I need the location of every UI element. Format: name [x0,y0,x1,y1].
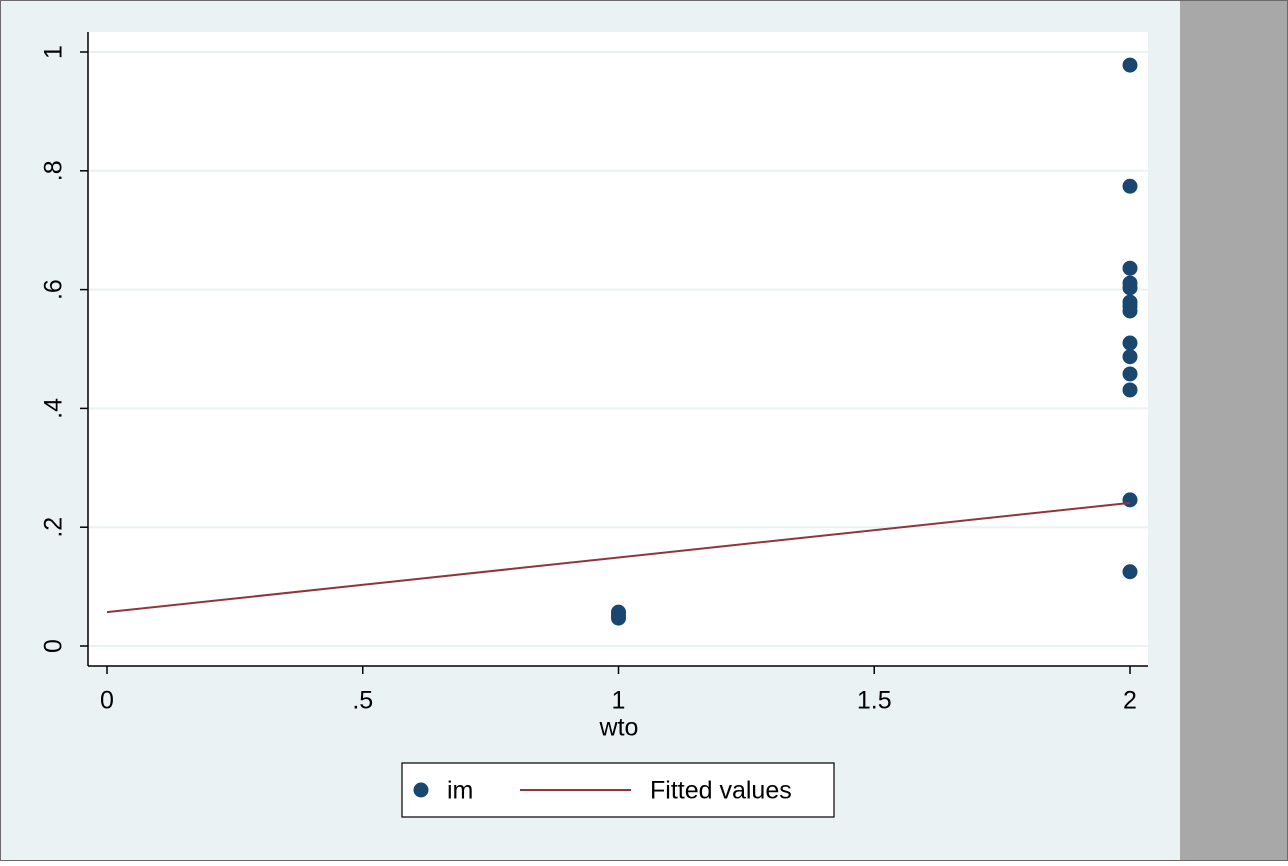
point [1122,382,1138,398]
x-tick-label: .5 [352,687,373,715]
plot-area [88,32,1148,666]
point [1122,335,1138,351]
grid [88,51,1148,647]
x-axis-title: wto [599,714,639,742]
y-tick-label: .4 [40,398,68,419]
point [1122,57,1138,73]
point [1122,492,1138,508]
point [611,610,626,626]
y-tick-label: .8 [40,160,68,181]
point [1122,366,1138,382]
point [1122,260,1138,276]
point [1122,303,1138,319]
point [1122,178,1138,194]
fitted-line [106,501,1131,614]
x-tick-label: 1.5 [857,687,892,715]
legend-marker [413,782,429,798]
y-tick-label: 1 [40,45,68,59]
legend: im Fitted values [413,777,792,805]
legend-label: im [447,777,473,805]
x-tick-label: 1 [612,687,626,715]
point [1122,280,1138,296]
point [1122,564,1138,580]
side-panel [1180,0,1288,861]
legend-label: Fitted values [650,777,792,805]
y-tick-label: .2 [40,517,68,538]
point [1122,349,1138,365]
x-tick-label: 0 [100,687,114,715]
x-tick-label: 2 [1123,687,1137,715]
y-tick-label: .6 [40,279,68,300]
y-tick-label: 0 [40,639,68,653]
